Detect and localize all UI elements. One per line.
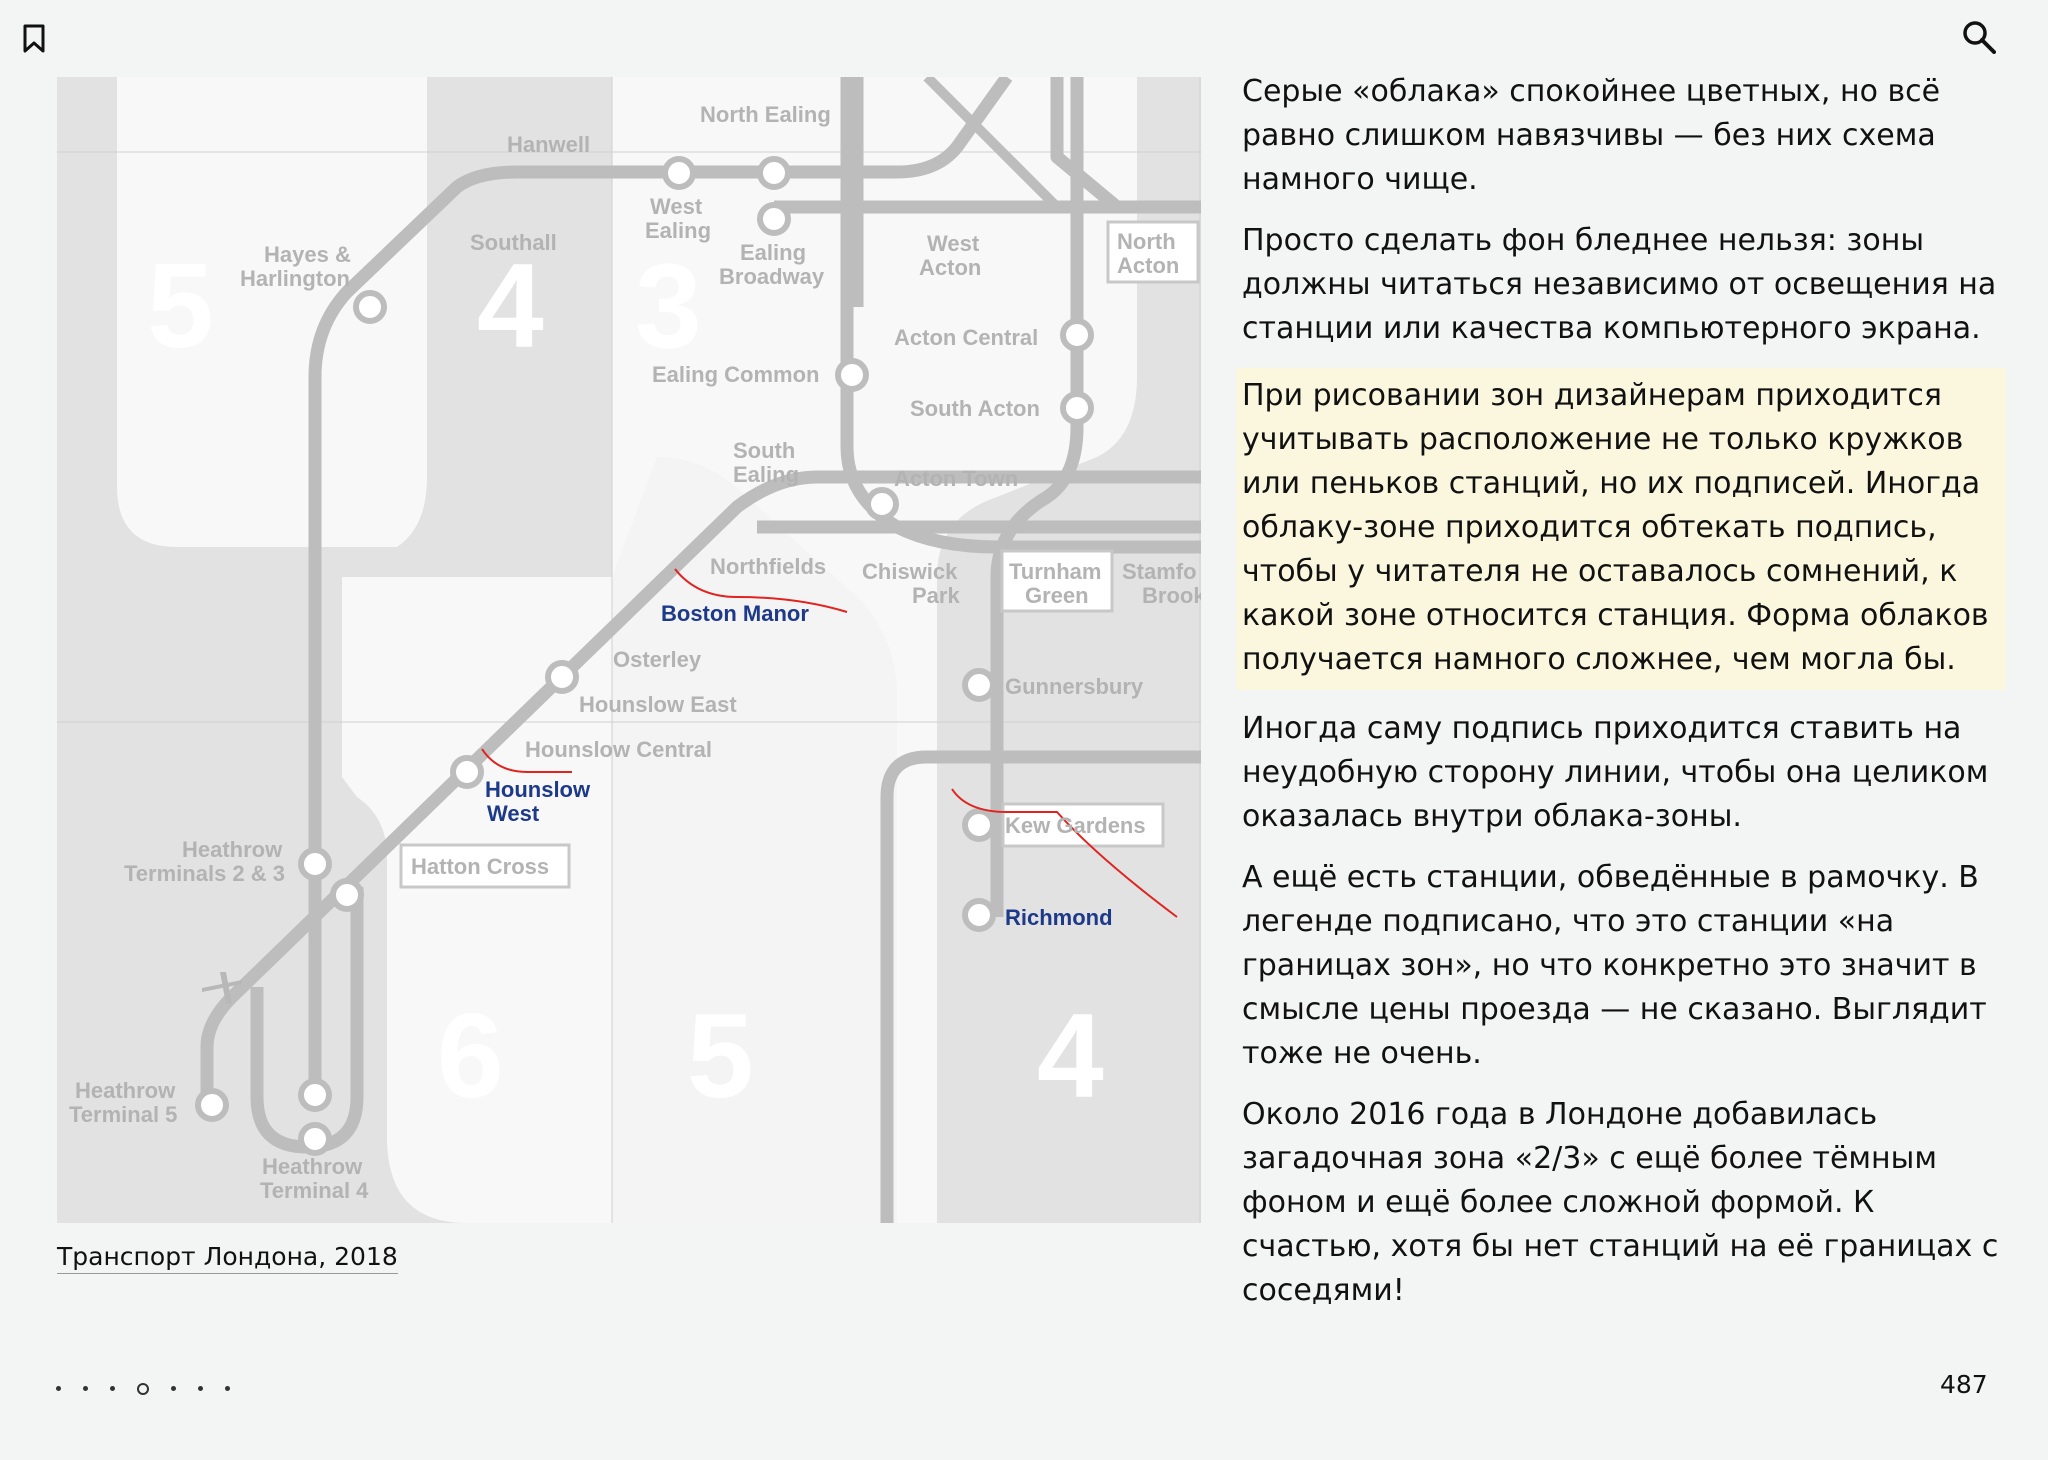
station-label: Osterley — [613, 647, 702, 672]
station-label: Ealing Common — [652, 362, 819, 387]
station-marker — [965, 901, 993, 929]
page-dot[interactable] — [83, 1386, 88, 1391]
station-label: Kew Gardens — [1005, 813, 1146, 838]
zone-number: 3 — [635, 239, 702, 373]
zone-number: 4 — [1037, 989, 1104, 1123]
paragraph: Серые «облака» спокойнее цветных, но всё… — [1236, 70, 2006, 202]
paragraph: Около 2016 года в Лондоне добавилась заг… — [1236, 1093, 2006, 1313]
station-label: West — [650, 194, 703, 219]
figure-caption: Транспорт Лондона, 2018 — [57, 1242, 398, 1271]
station-label-highlighted: Richmond — [1005, 905, 1113, 930]
page-dot[interactable] — [110, 1386, 115, 1391]
station-label: Acton Town — [894, 466, 1018, 491]
station-marker — [333, 881, 361, 909]
search-icon[interactable] — [1962, 20, 1996, 54]
highlighted-paragraph: При рисовании зон дизайнерам приходится … — [1236, 368, 2006, 690]
station-marker — [838, 361, 866, 389]
page-dots — [56, 1378, 252, 1397]
station-label: Turnham — [1009, 559, 1101, 584]
station-label: Gunnersbury — [1005, 674, 1144, 699]
station-label: Heathrow — [262, 1154, 363, 1179]
station-marker — [301, 850, 329, 878]
station-label: Heathrow — [75, 1078, 176, 1103]
station-label: Brook — [1142, 583, 1201, 608]
tfl-map-figure: 5 4 3 6 5 4 — [57, 77, 1201, 1223]
station-label: South — [733, 438, 795, 463]
paragraph: А ещё есть станции, обведённые в рамочку… — [1236, 856, 2006, 1076]
zone-number: 5 — [147, 239, 214, 373]
station-marker — [301, 1081, 329, 1109]
station-label: Hanwell — [507, 132, 590, 157]
station-marker — [868, 490, 896, 518]
station-label: Broadway — [719, 264, 825, 289]
station-marker — [1063, 321, 1091, 349]
paragraph: Просто сделать фон бледнее нельзя: зоны … — [1236, 219, 2006, 351]
station-label-highlighted: Hounslow — [485, 777, 591, 802]
page-dot[interactable] — [171, 1386, 176, 1391]
station-label: Chiswick — [862, 559, 958, 584]
zone-number: 6 — [437, 989, 504, 1123]
station-label: Hounslow Central — [525, 737, 712, 762]
station-marker — [760, 159, 788, 187]
station-label: West — [927, 231, 980, 256]
station-label: North — [1117, 229, 1176, 254]
station-label: Acton Central — [894, 325, 1038, 350]
station-label: Terminals 2 & 3 — [124, 861, 285, 886]
station-marker — [665, 159, 693, 187]
station-label: Northfields — [710, 554, 826, 579]
bookmark-icon[interactable] — [22, 24, 46, 54]
station-marker — [965, 811, 993, 839]
station-label-highlighted: Boston Manor — [661, 601, 809, 626]
station-label: Harlington — [240, 266, 350, 291]
page-dot[interactable] — [56, 1386, 61, 1391]
zone-number: 4 — [477, 239, 544, 373]
station-marker — [301, 1125, 329, 1153]
station-label: Ealing — [733, 462, 799, 487]
page-number: 487 — [1940, 1370, 1988, 1399]
station-label-highlighted: West — [487, 801, 540, 826]
station-label: North Ealing — [700, 102, 831, 127]
station-marker — [453, 758, 481, 786]
station-label: Park — [912, 583, 960, 608]
station-label: Ealing — [740, 240, 806, 265]
station-label: Heathrow — [182, 837, 283, 862]
station-label: Hayes & — [264, 242, 351, 267]
page-dot[interactable] — [225, 1386, 230, 1391]
station-marker — [356, 293, 384, 321]
station-label: South Acton — [910, 396, 1040, 421]
station-label: Acton — [919, 255, 981, 280]
station-label: Acton — [1117, 253, 1179, 278]
station-marker — [1063, 394, 1091, 422]
station-label: Hounslow East — [579, 692, 737, 717]
station-label: Stamfo — [1122, 559, 1197, 584]
caption-source-link[interactable]: Транспорт Лондона, 2018 — [57, 1242, 398, 1274]
page-dot-active[interactable] — [137, 1383, 149, 1395]
station-marker — [965, 671, 993, 699]
station-label: Ealing — [645, 218, 711, 243]
station-label: Green — [1025, 583, 1089, 608]
article-text: Серые «облака» спокойнее цветных, но всё… — [1236, 70, 2006, 1330]
page-dot[interactable] — [198, 1386, 203, 1391]
zone-number: 5 — [687, 989, 754, 1123]
station-label: Terminal 4 — [260, 1178, 369, 1203]
station-marker — [760, 205, 788, 233]
station-label: Southall — [470, 230, 557, 255]
station-label: Terminal 5 — [69, 1102, 177, 1127]
station-label: Hatton Cross — [411, 854, 549, 879]
station-marker — [548, 663, 576, 691]
station-marker — [198, 1091, 226, 1119]
paragraph: Иногда саму подпись приходится ставить н… — [1236, 707, 2006, 839]
